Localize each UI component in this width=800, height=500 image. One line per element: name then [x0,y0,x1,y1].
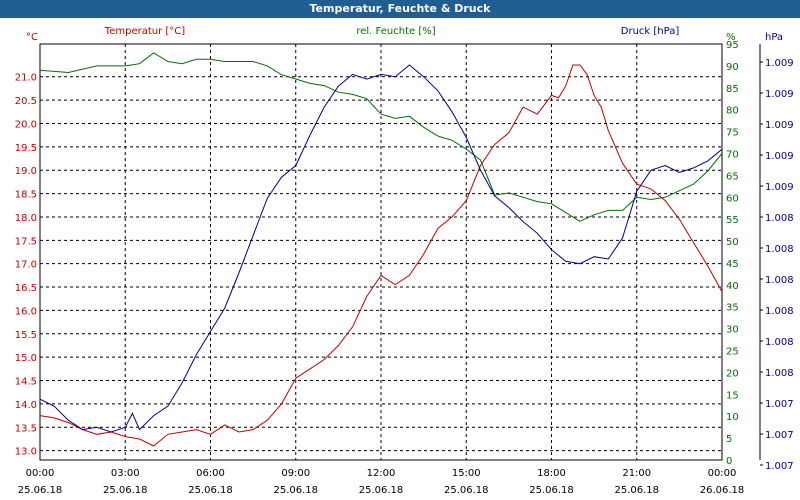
x-tick-time: 21:00 [622,468,651,479]
humidity-axis: % 0 5 10 15 20 25 30 35 40 45 50 55 60 65 70 75 80 85 90 95 [726,32,739,467]
x-tick-time: 03:00 [111,468,140,479]
pressure-unit-label: hPa [765,32,783,43]
humidity-unit-label: % [726,32,736,43]
humidity-tick-label: 20 [726,368,739,379]
x-tick-date: 25.06.18 [529,485,574,496]
pressure-tick-label: 1.009 [765,151,794,162]
x-tick-time: 00:00 [708,468,737,479]
legend-pressure: Druck [hPa] [621,26,680,37]
temperature-tick-label: 15.5 [15,330,37,341]
pressure-tick-label: 1.009 [765,120,794,131]
x-tick-time: 15:00 [452,468,481,479]
humidity-tick-label: 35 [726,303,739,314]
legend-temperature: Temperatur [°C] [104,26,185,37]
humidity-tick-label: 60 [726,193,739,204]
temperature-tick-label: 14.5 [15,377,37,388]
humidity-tick-label: 0 [726,456,732,467]
humidity-tick-label: 95 [726,40,739,51]
pressure-tick-label: 1.009 [765,58,794,69]
humidity-tick-label: 75 [726,128,739,139]
x-tick-date: 25.06.18 [188,485,233,496]
temperature-tick-label: 17.0 [15,260,37,271]
humidity-tick-label: 70 [726,149,739,160]
series-humidity-line [39,52,723,222]
temperature-tick-label: 19.5 [15,143,37,154]
pressure-tick-label: 1.007 [765,399,794,410]
x-tick-time: 12:00 [367,468,396,479]
pressure-tick-label: 1.009 [765,182,794,193]
x-tick-time: 18:00 [537,468,566,479]
humidity-tick-label: 55 [726,215,739,226]
x-axis: 00:00 25.06.18 03:00 25.06.18 06:00 25.06.18 0… [18,468,745,496]
temperature-tick-label: 15.0 [15,353,37,364]
pressure-tick-label: 1.008 [765,275,794,286]
x-tick-date: 25.06.18 [359,485,404,496]
humidity-tick-label: 5 [726,434,732,445]
pressure-tick-label: 1.007 [765,461,794,472]
plot-frame [39,43,723,461]
humidity-tick-label: 50 [726,237,739,248]
pressure-tick-label: 1.009 [765,89,794,100]
pressure-tick-label: 1.007 [765,430,794,441]
temperature-tick-label: 17.5 [15,236,37,247]
humidity-tick-label: 90 [726,62,739,73]
temperature-tick-label: 13.0 [15,447,37,458]
pressure-tick-label: 1.008 [765,244,794,255]
x-tick-date: 26.06.18 [700,485,745,496]
temperature-tick-label: 21.0 [15,73,37,84]
humidity-tick-label: 40 [726,281,739,292]
humidity-tick-label: 45 [726,259,739,270]
x-tick-time: 06:00 [196,468,225,479]
x-tick-date: 25.06.18 [444,485,489,496]
legend-humidity: rel. Feuchte [%] [356,26,435,37]
temperature-tick-label: 18.5 [15,190,37,201]
x-tick-date: 25.06.18 [273,485,318,496]
temperature-axis: °C 13.0 13.5 14.0 14.5 15.0 15.5 16.0 16.5 17.0 17… [15,32,38,458]
x-tick-date: 25.06.18 [18,485,63,496]
humidity-tick-label: 65 [726,171,739,182]
temperature-tick-label: 16.5 [15,283,37,294]
chart-svg: °C 13.0 13.5 14.0 14.5 15.0 15.5 16.0 16.5 17.0 17… [15,26,794,496]
temperature-tick-label: 14.0 [15,400,37,411]
humidity-tick-label: 80 [726,106,739,117]
series-layer [39,52,723,447]
pressure-tick-label: 1.008 [765,368,794,379]
pressure-axis: hPa 1.009 1.009 1.009 1.009 1.009 1.008 1.008 1.… [759,32,794,472]
pressure-tick-label: 1.008 [765,337,794,348]
x-tick-date: 25.06.18 [614,485,659,496]
temperature-tick-label: 20.5 [15,96,37,107]
humidity-tick-label: 10 [726,412,739,423]
chart-title: Temperatur, Feuchte & Druck [0,0,800,18]
x-tick-date: 25.06.18 [103,485,148,496]
x-tick-time: 00:00 [26,468,55,479]
series-pressure-line [39,64,723,433]
temperature-tick-label: 18.0 [15,213,37,224]
legend: Temperatur [°C] rel. Feuchte [%] Druck [hP… [104,26,680,37]
temperature-tick-label: 20.0 [15,119,37,130]
temperature-tick-label: 16.0 [15,306,37,317]
humidity-tick-label: 25 [726,347,739,358]
pressure-tick-label: 1.008 [765,213,794,224]
humidity-tick-label: 30 [726,325,739,336]
temperature-tick-label: 19.0 [15,166,37,177]
series-temperature-line [39,64,723,447]
x-tick-time: 09:00 [281,468,310,479]
humidity-tick-label: 15 [726,390,739,401]
pressure-tick-label: 1.008 [765,306,794,317]
humidity-tick-label: 85 [726,84,739,95]
temperature-unit-label: °C [26,32,38,43]
temperature-tick-label: 13.5 [15,423,37,434]
grid [39,44,723,460]
